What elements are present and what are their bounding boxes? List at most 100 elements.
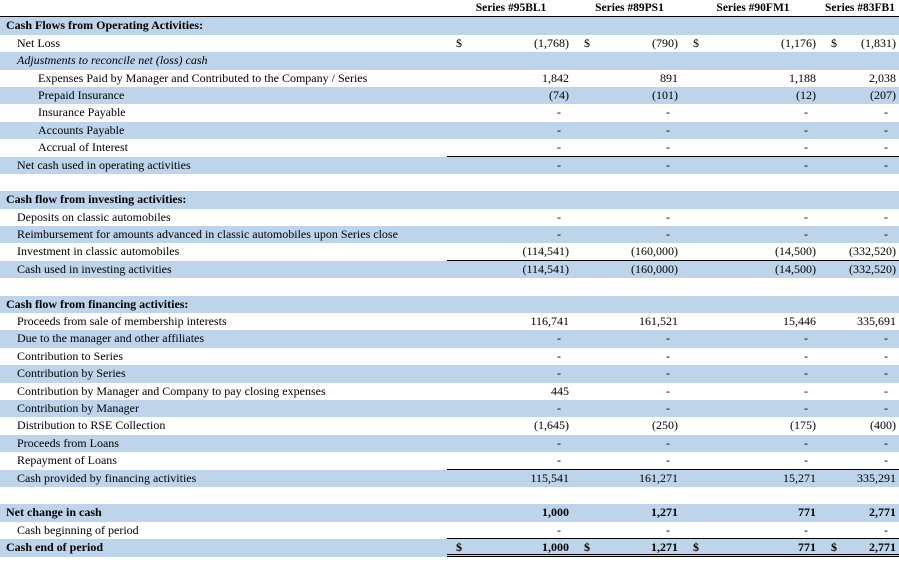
cell-value: - <box>804 400 808 415</box>
cell-value: 1,000 <box>542 540 569 555</box>
row-label: Proceeds from sale of membership interes… <box>17 314 227 329</box>
column-header-label: Series #83FB1 <box>825 2 895 14</box>
value-cell <box>684 278 822 295</box>
table-row: Deposits on classic automobiles - - - - <box>0 209 899 226</box>
row-label: Cash flow from financing activities: <box>6 296 189 311</box>
cell-value: - <box>884 383 888 398</box>
table-header-row: Series #95BL1 Series #89PS1 Series #90FM1 S… <box>0 0 899 18</box>
cell-value: - <box>884 522 888 537</box>
cell-value: (74) <box>549 87 569 102</box>
value-cell: - <box>684 452 822 470</box>
cell-value: - <box>666 366 670 381</box>
value-cell: - <box>575 435 684 452</box>
table-row: Reimbursement for amounts advanced in cl… <box>0 226 899 244</box>
row-label: Accounts Payable <box>38 122 125 137</box>
cell-value: (332,520) <box>849 244 896 259</box>
value-cell: 1,188 <box>684 70 822 87</box>
value-cell: - <box>575 330 684 347</box>
cell-value: 891 <box>660 70 678 85</box>
row-label <box>0 487 447 504</box>
cell-value: (175) <box>790 418 816 433</box>
value-cell: - <box>575 226 684 243</box>
value-cell: - <box>822 365 899 382</box>
cell-value: 1,271 <box>651 540 678 555</box>
value-cell: (12) <box>684 87 822 104</box>
value-cell: 771 <box>684 504 822 521</box>
table-row: Insurance Payable - - - - <box>0 104 899 121</box>
cell-value: - <box>884 348 888 363</box>
table-row: Net Loss $ (1,768) $ (790) $ (1,176) $ (1,831) <box>0 35 899 52</box>
table-row: Prepaid Insurance (74) (101) (12) (207) <box>0 86 899 105</box>
table-row: Cash Flows from Operating Activities: <box>0 17 899 35</box>
cell-value: - <box>557 453 561 468</box>
cell-value: - <box>557 522 561 537</box>
table-row: Cash end of period $1,000 $1,271 $771 $2,771 <box>0 539 899 557</box>
row-label: Contribution to Series <box>17 348 123 363</box>
value-cell: - <box>684 226 822 243</box>
cell-value: (250) <box>652 418 678 433</box>
value-cell <box>575 296 684 313</box>
value-cell <box>822 487 899 504</box>
cell-value: - <box>557 209 561 224</box>
value-cell <box>575 52 684 69</box>
cell-value: (790) <box>652 35 678 50</box>
value-cell: - <box>684 365 822 382</box>
value-cell <box>684 191 822 208</box>
cell-value: 161,271 <box>639 470 678 485</box>
row-label: Adjustments to reconcile net (loss) cash <box>17 53 208 68</box>
value-cell: 1,000 <box>447 504 575 521</box>
table-row: Accrual of Interest - - - - <box>0 139 899 157</box>
cell-value: - <box>884 366 888 381</box>
cell-value: - <box>804 366 808 381</box>
row-label: Accrual of Interest <box>38 140 128 155</box>
currency-symbol: $ <box>584 35 590 50</box>
currency-symbol: $ <box>831 540 837 555</box>
table-row: Net change in cash 1,000 1,271 771 2,771 <box>0 504 899 522</box>
row-label: Repayment of Loans <box>17 453 117 468</box>
value-cell: - <box>575 365 684 382</box>
column-header: Series #89PS1 <box>575 0 684 18</box>
cell-value: 1,000 <box>542 505 569 520</box>
value-cell: - <box>684 400 822 417</box>
row-label: Reimbursement for amounts advanced in cl… <box>17 227 398 242</box>
value-cell <box>447 174 575 191</box>
row-label: Expenses Paid by Manager and Contributed… <box>38 70 368 85</box>
cell-value: (12) <box>796 87 816 102</box>
value-cell: - <box>447 452 575 470</box>
cell-value: (400) <box>870 418 896 433</box>
cell-value: - <box>804 209 808 224</box>
cell-value: (160,000) <box>631 261 678 276</box>
column-header: Series #83FB1 <box>822 0 899 18</box>
value-cell: (160,000) <box>575 243 684 261</box>
value-cell: - <box>575 157 684 174</box>
cell-value: 335,291 <box>857 470 896 485</box>
cell-value: - <box>666 140 670 155</box>
value-cell: - <box>447 522 575 540</box>
table-row: Accounts Payable - - - - <box>0 121 899 140</box>
cell-value: - <box>884 331 888 346</box>
value-cell: $ (1,831) <box>822 35 899 52</box>
cell-value: - <box>557 157 561 172</box>
value-cell: - <box>822 157 899 174</box>
cell-value: - <box>884 122 888 137</box>
table-row: Investment in classic automobiles (114,54… <box>0 243 899 261</box>
value-cell <box>684 174 822 191</box>
cell-value: - <box>666 383 670 398</box>
row-label: Cash Flows from Operating Activities: <box>6 18 204 33</box>
cell-value: - <box>884 227 888 242</box>
cell-value: - <box>804 383 808 398</box>
value-cell: - <box>447 122 575 139</box>
value-cell: - <box>684 435 822 452</box>
cell-value: - <box>804 348 808 363</box>
cell-value: 2,771 <box>869 505 896 520</box>
value-cell: - <box>684 139 822 157</box>
row-label: Cash end of period <box>6 540 104 555</box>
cell-value: - <box>884 209 888 224</box>
cell-value: 116,741 <box>530 314 569 329</box>
value-cell: 445 <box>447 383 575 400</box>
value-cell <box>684 296 822 313</box>
value-cell: - <box>822 435 899 452</box>
value-cell: - <box>684 330 822 347</box>
value-cell: 2,771 <box>822 504 899 521</box>
cell-value: - <box>666 209 670 224</box>
